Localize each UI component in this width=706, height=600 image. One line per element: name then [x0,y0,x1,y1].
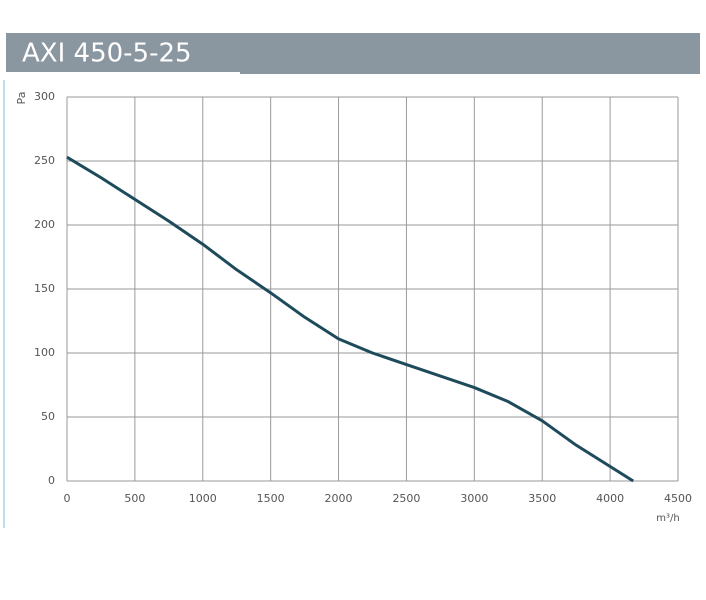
title-banner [6,33,700,74]
y-tick-label: 50 [41,410,55,423]
x-tick-label: 4000 [596,492,624,505]
y-tick-label: 0 [48,474,55,487]
y-tick-label: 250 [34,154,55,167]
x-tick-label: 1000 [189,492,217,505]
x-tick-label: 0 [64,492,71,505]
title-underline [6,72,240,76]
x-tick-label: 3000 [460,492,488,505]
x-tick-label: 3500 [528,492,556,505]
chart-title: AXI 450-5-25 [22,39,192,69]
y-tick-label: 300 [34,90,55,103]
x-tick-label: 2500 [392,492,420,505]
curve [66,155,634,483]
y-tick-label: 100 [34,346,55,359]
x-tick-label: 2000 [325,492,353,505]
x-tick-label: 1500 [257,492,285,505]
x-axis-label: m³/h [656,513,679,524]
x-tick-label: 500 [124,492,145,505]
y-axis-label: Pa [15,92,28,105]
y-tick-label: 200 [34,218,55,231]
y-tick-label: 150 [34,282,55,295]
x-tick-label: 4500 [664,492,692,505]
